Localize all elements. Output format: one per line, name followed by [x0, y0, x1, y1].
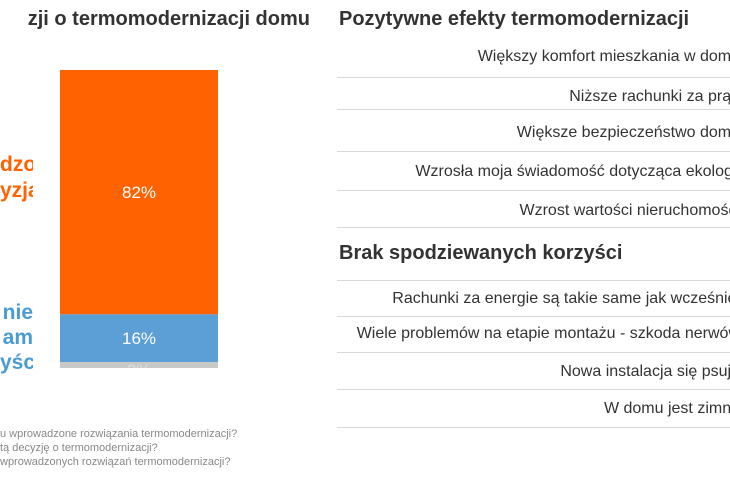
no-benefits-title: Brak spodziewanych korzyści — [339, 242, 623, 264]
divider — [337, 77, 730, 78]
stacked-bar-chart: 82% 16% 2% — [60, 70, 218, 368]
footnote: wprowadzonych rozwiązań termomodernizacj… — [0, 456, 231, 468]
negative-effect-item: W domu jest zimno — [603, 400, 730, 417]
negative-effect-item: Wiele problemów na etapie montażu - szko… — [356, 325, 730, 342]
divider — [337, 109, 730, 110]
divider — [337, 352, 730, 353]
positive-effect-item: Większe bezpieczeństwo domu — [516, 124, 730, 141]
bar-segment-2 — [60, 314, 218, 363]
bar-segment-3 — [60, 362, 218, 368]
blue-segment-label: nie am yści — [0, 301, 33, 374]
divider — [337, 427, 730, 428]
chart-title: zji o termomodernizacji domu — [27, 8, 310, 30]
divider — [337, 389, 730, 390]
divider — [337, 190, 730, 191]
footnote: tą decyzję o termomodernizacji? — [0, 442, 158, 454]
positive-effect-item: Niższe rachunki za prąd — [569, 88, 730, 105]
positive-effect-item: Większy komfort mieszkania w domu — [477, 48, 730, 65]
negative-effect-item: Rachunki za energie są takie same jak wc… — [392, 290, 730, 307]
divider — [337, 227, 730, 228]
effects-panel: Pozytywne efekty termomodernizacji Więks… — [337, 0, 730, 480]
footnote: u wprowadzone rozwiązania termomoderniza… — [0, 428, 238, 440]
positive-effect-item: Wzrosła moja świadomość dotycząca ekolog… — [415, 163, 730, 180]
orange-segment-label: dzo yzja — [0, 153, 33, 202]
footnotes: u wprowadzone rozwiązania termomoderniza… — [0, 427, 300, 475]
divider — [337, 280, 730, 281]
positive-effects-title: Pozytywne efekty termomodernizacji — [339, 8, 690, 30]
divider — [337, 151, 730, 152]
bar-value-label: 2% — [127, 361, 152, 368]
negative-effect-item: Nowa instalacja się psuje — [560, 363, 730, 380]
positive-effect-item: Wzrost wartości nieruchomości — [519, 202, 730, 219]
bar-value-label: 16% — [122, 329, 156, 348]
bar-value-label: 82% — [122, 183, 156, 202]
divider — [337, 316, 730, 317]
bar-segment-1 — [60, 70, 218, 315]
